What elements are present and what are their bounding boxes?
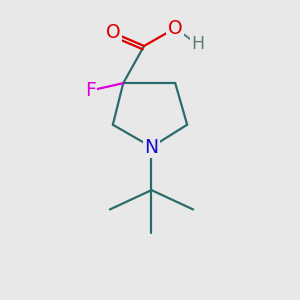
Text: N: N — [144, 137, 158, 157]
Text: O: O — [106, 23, 120, 42]
Text: H: H — [191, 35, 204, 53]
Text: O: O — [168, 19, 183, 38]
Text: F: F — [85, 81, 96, 100]
